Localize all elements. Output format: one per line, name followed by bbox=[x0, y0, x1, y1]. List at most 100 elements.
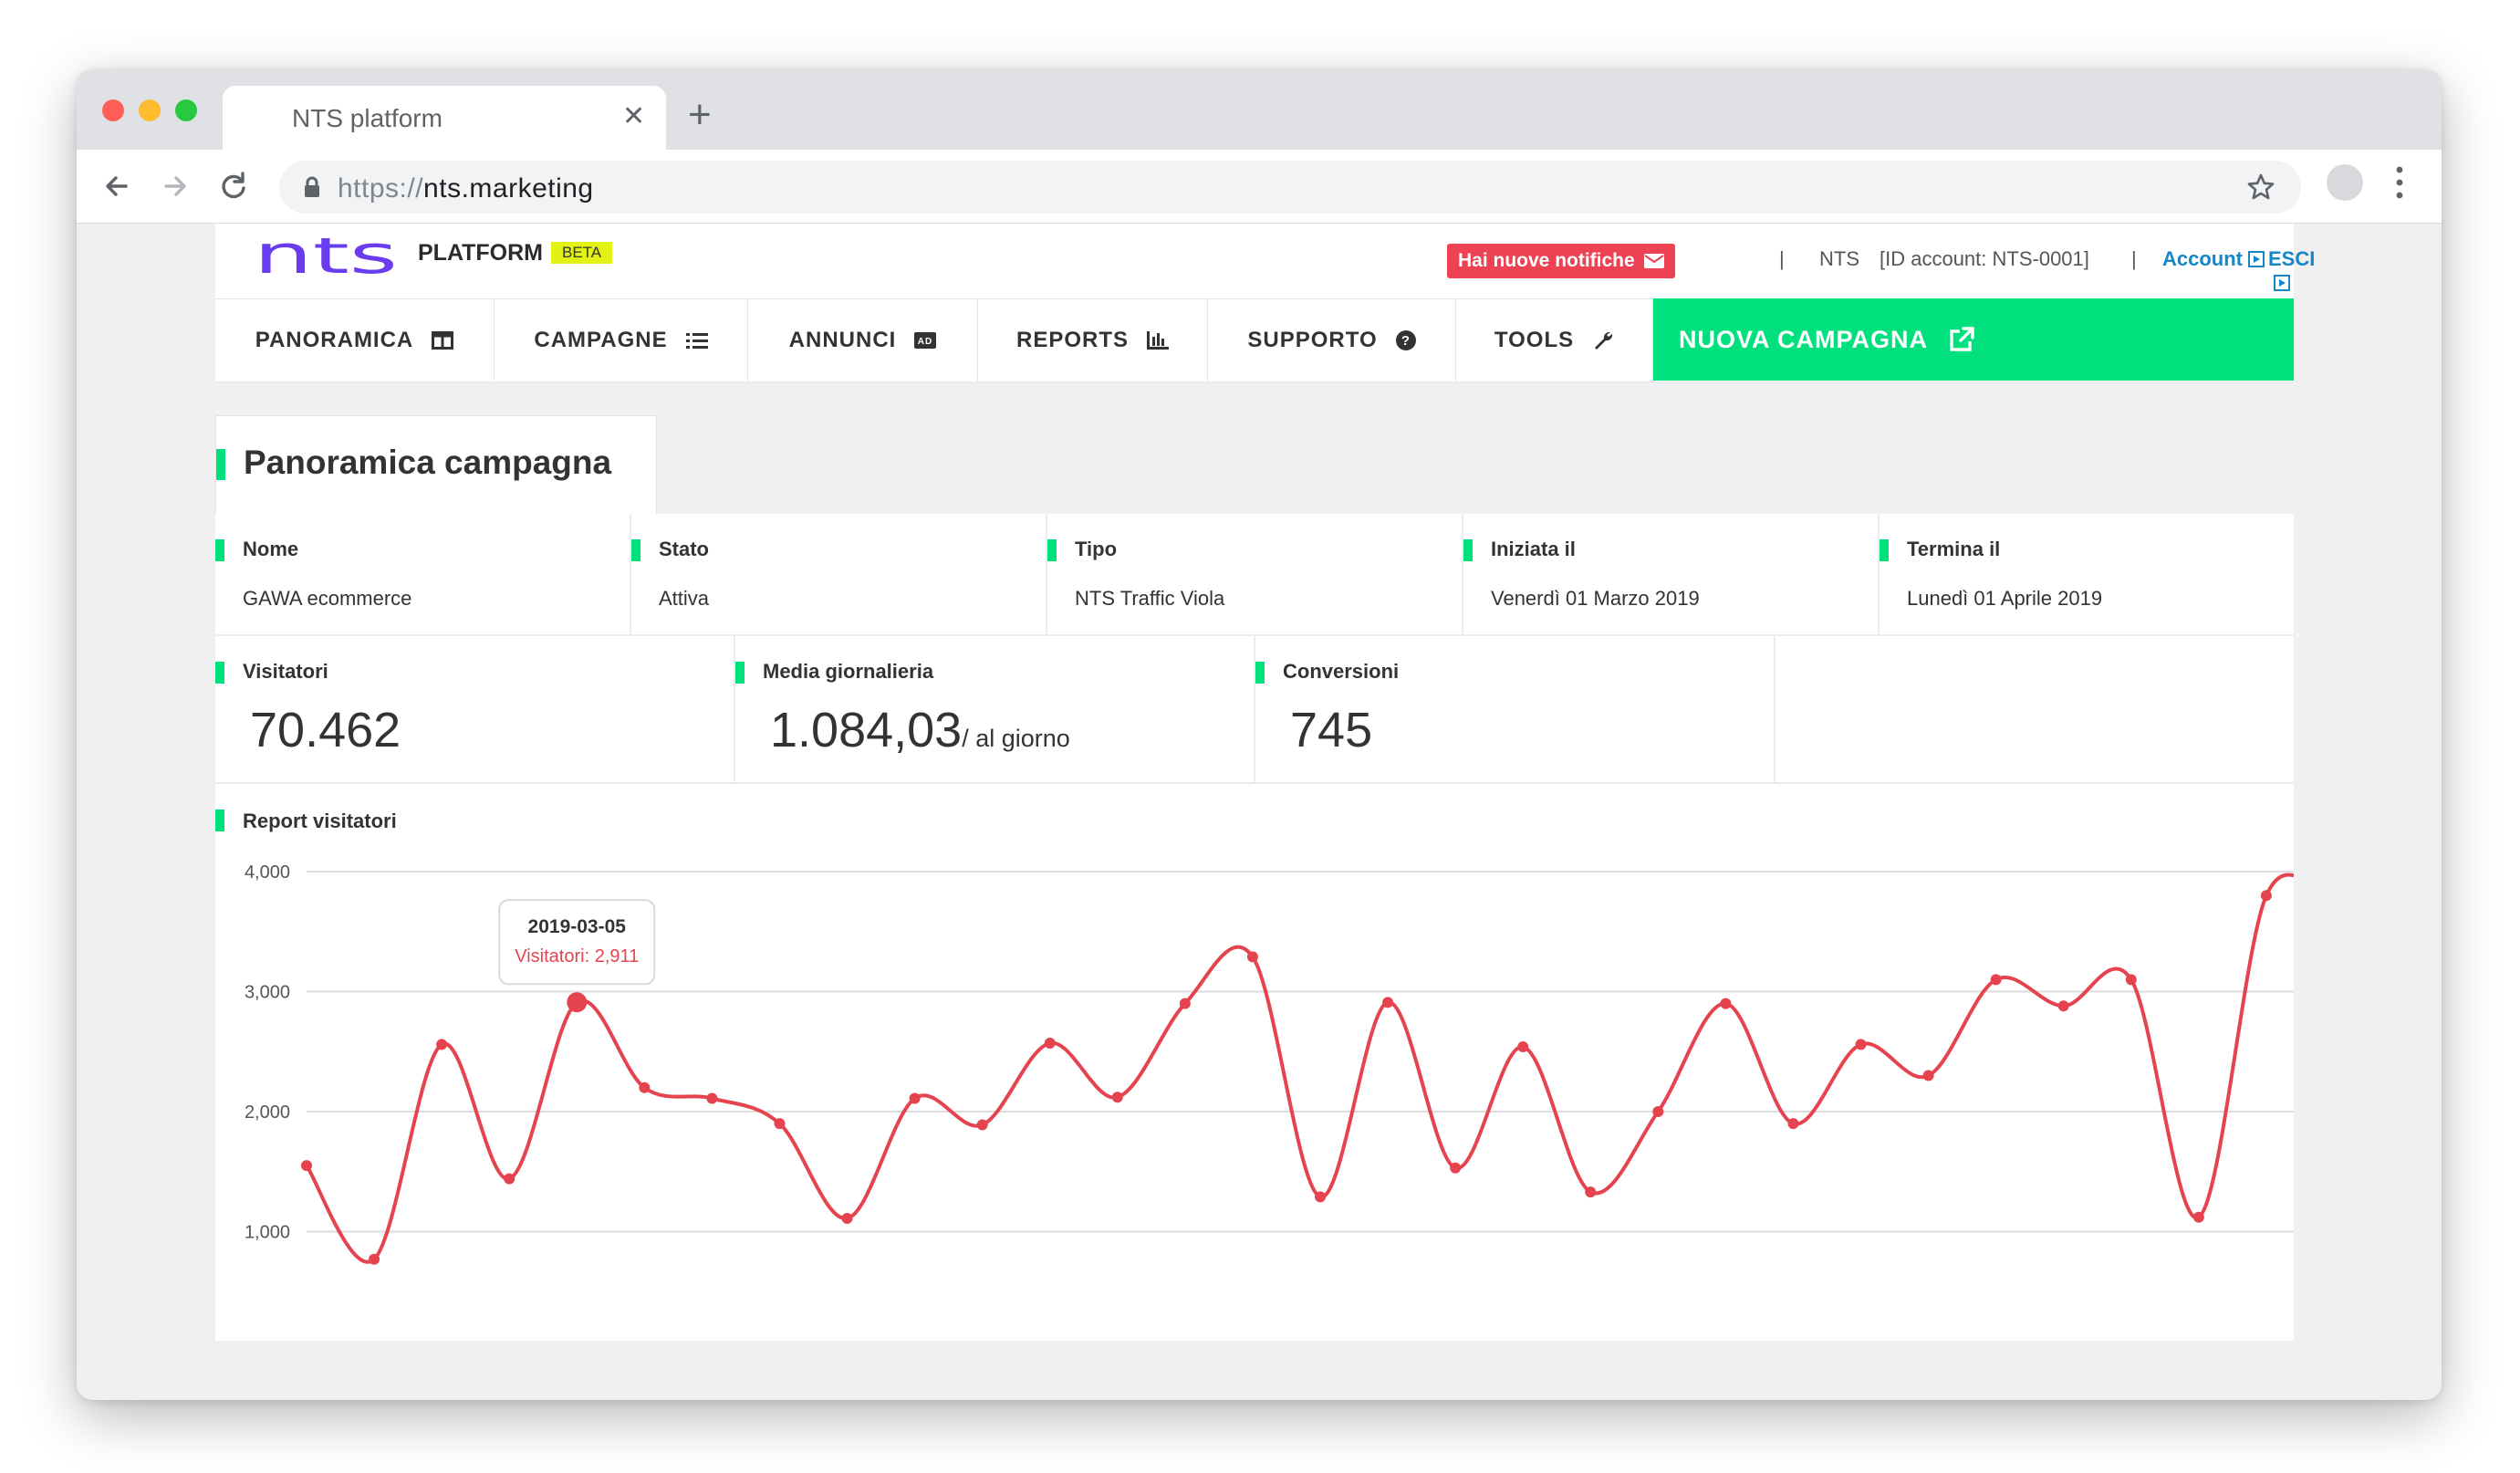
beta-badge: BETA bbox=[551, 242, 613, 264]
data-point bbox=[1382, 997, 1394, 1008]
nav-tools[interactable]: TOOLS bbox=[1456, 299, 1653, 381]
profile-avatar[interactable] bbox=[2327, 164, 2363, 201]
accent-bar bbox=[1255, 662, 1265, 684]
data-point bbox=[1179, 998, 1191, 1009]
data-point bbox=[436, 1039, 448, 1050]
minimize-window-button[interactable] bbox=[139, 99, 161, 121]
tooltip-box bbox=[498, 899, 656, 986]
stat-label: Media giornalieria bbox=[763, 660, 934, 683]
field-value: Lunedì 01 Aprile 2019 bbox=[1907, 587, 2103, 610]
back-arrow-icon[interactable] bbox=[99, 168, 135, 204]
nav-annunci[interactable]: ANNUNCI AD bbox=[748, 299, 978, 381]
notifications-button[interactable]: Hai nuove notifiche bbox=[1447, 244, 1675, 278]
chart-title: Report visitatori bbox=[243, 810, 397, 832]
field-termina: Termina il Lunedì 01 Aprile 2019 bbox=[1880, 514, 2294, 636]
accent-bar bbox=[215, 810, 224, 831]
page-viewport: nts PLATFORM BETA Hai nuove notifiche | … bbox=[77, 224, 2442, 1400]
y-tick-label: 4,000 bbox=[245, 862, 290, 883]
accent-bar bbox=[735, 662, 745, 684]
data-point bbox=[301, 1160, 312, 1172]
field-iniziata: Iniziata il Venerdì 01 Marzo 2019 bbox=[1463, 514, 1880, 636]
browser-menu-icon[interactable] bbox=[2390, 162, 2409, 203]
visitors-line-chart[interactable]: 01,0002,0003,0004,0002019-03-032019-03-0… bbox=[215, 784, 2294, 1341]
data-point bbox=[841, 1213, 853, 1225]
columns-icon bbox=[432, 331, 454, 350]
data-point bbox=[639, 1081, 651, 1093]
field-stato: Stato Attiva bbox=[631, 514, 1047, 636]
stat-value: 70.462 bbox=[250, 703, 401, 757]
data-point bbox=[1990, 974, 2002, 986]
accent-bar bbox=[1880, 539, 1889, 561]
address-bar[interactable]: https://nts.marketing bbox=[279, 161, 2301, 214]
nav-supporto[interactable]: SUPPORTO ? bbox=[1208, 299, 1456, 381]
wrench-icon bbox=[1595, 331, 1613, 350]
platform-label: PLATFORM bbox=[418, 240, 544, 266]
data-point bbox=[567, 992, 588, 1013]
new-campaign-button[interactable]: NUOVA CAMPAGNA bbox=[1653, 298, 2294, 381]
external-link-icon bbox=[1950, 327, 1974, 351]
accent-bar bbox=[216, 449, 225, 480]
logout-link[interactable]: ESCI bbox=[2268, 247, 2315, 295]
nts-logo[interactable]: nts bbox=[254, 238, 400, 280]
y-tick-label: 2,000 bbox=[245, 1102, 290, 1123]
data-point bbox=[976, 1119, 988, 1131]
field-label: Nome bbox=[243, 538, 299, 560]
stat-media-giornaliera: Media giornalieria 1.084,03/ al giorno bbox=[735, 636, 1255, 784]
svg-text:AD: AD bbox=[918, 337, 932, 347]
account-id: [ID account: NTS-0001] bbox=[1880, 247, 2089, 270]
account-link[interactable]: Account bbox=[2162, 247, 2265, 271]
field-label: Iniziata il bbox=[1491, 538, 1576, 560]
stat-conversioni: Conversioni 745 bbox=[1255, 636, 1775, 784]
data-point bbox=[1450, 1162, 1462, 1174]
question-icon: ? bbox=[1395, 330, 1416, 350]
data-point bbox=[1585, 1186, 1597, 1198]
tooltip-value: Visitatori: 2,911 bbox=[515, 946, 639, 966]
data-point bbox=[1855, 1039, 1867, 1050]
field-tipo: Tipo NTS Traffic Viola bbox=[1047, 514, 1463, 636]
tooltip-date: 2019-03-05 bbox=[528, 916, 627, 937]
accent-bar bbox=[215, 662, 224, 684]
y-tick-label: 3,000 bbox=[245, 983, 290, 1003]
new-tab-icon[interactable]: + bbox=[688, 92, 712, 137]
lock-icon bbox=[305, 176, 319, 197]
close-window-button[interactable] bbox=[102, 99, 124, 121]
svg-text:?: ? bbox=[1401, 333, 1411, 349]
tab-close-icon[interactable]: ✕ bbox=[622, 101, 646, 131]
data-point bbox=[1652, 1106, 1664, 1117]
nav-panoramica[interactable]: PANORAMICA bbox=[215, 299, 495, 381]
data-point bbox=[1111, 1092, 1123, 1103]
y-tick-label: 1,000 bbox=[245, 1223, 290, 1243]
field-value: Venerdì 01 Marzo 2019 bbox=[1491, 587, 1700, 610]
bookmark-star-icon[interactable] bbox=[2246, 172, 2275, 202]
svg-text:nts: nts bbox=[254, 238, 398, 280]
tab-title: NTS platform bbox=[292, 104, 443, 132]
browser-window: NTS platform ✕ + https://nts.marketing bbox=[77, 69, 2442, 1400]
accent-bar bbox=[215, 539, 224, 561]
accent-bar bbox=[631, 539, 640, 561]
data-point bbox=[2192, 1211, 2204, 1223]
accent-bar bbox=[1047, 539, 1057, 561]
separator-2: | bbox=[2131, 247, 2137, 270]
field-nome: Nome GAWA ecommerce bbox=[215, 514, 631, 636]
field-value: Attiva bbox=[659, 587, 710, 610]
header-bar: nts PLATFORM BETA Hai nuove notifiche | … bbox=[215, 224, 2315, 298]
notifications-label: Hai nuove notifiche bbox=[1458, 250, 1635, 271]
data-point bbox=[2057, 1000, 2069, 1012]
data-point bbox=[1517, 1040, 1529, 1052]
forward-arrow-icon[interactable] bbox=[157, 168, 193, 204]
browser-tab[interactable]: NTS platform ✕ bbox=[223, 86, 666, 150]
external-link-icon bbox=[2248, 251, 2265, 267]
stat-value: 745 bbox=[1290, 703, 1373, 757]
nav-reports[interactable]: REPORTS bbox=[978, 299, 1208, 381]
nav-campagne[interactable]: CAMPAGNE bbox=[495, 299, 748, 381]
data-point bbox=[1044, 1038, 1056, 1050]
data-point bbox=[909, 1092, 921, 1104]
chart-panel: Report visitatori 01,0002,0003,0004,0002… bbox=[215, 784, 2294, 1341]
accent-bar bbox=[1463, 539, 1473, 561]
envelope-icon bbox=[1643, 254, 1664, 268]
separator-1: | bbox=[1779, 247, 1785, 270]
logout-icon bbox=[2274, 275, 2290, 291]
maximize-window-button[interactable] bbox=[175, 99, 197, 121]
reload-icon[interactable] bbox=[215, 168, 252, 204]
nts-page: nts PLATFORM BETA Hai nuove notifiche | … bbox=[215, 224, 2315, 1400]
